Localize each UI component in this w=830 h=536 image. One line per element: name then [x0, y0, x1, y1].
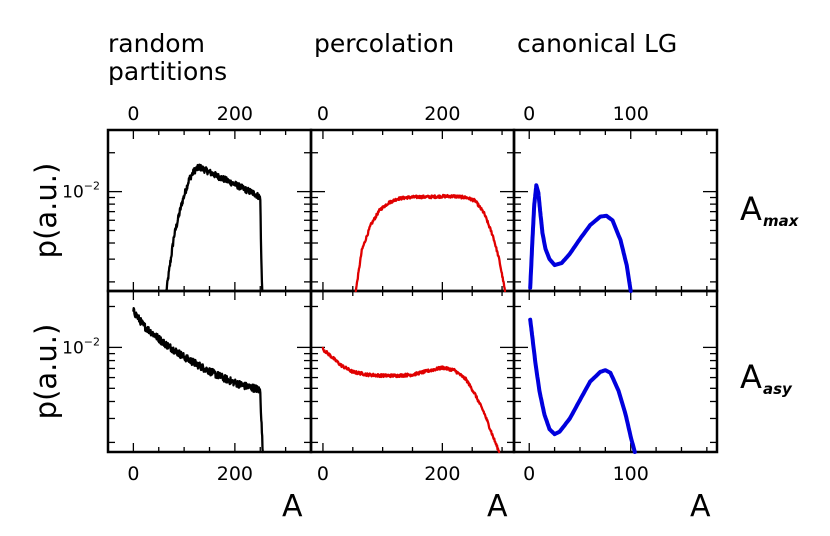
x-tick-label-top: 0: [523, 103, 535, 125]
x-tick-label-top: 0: [317, 103, 329, 125]
x-axis-label: A: [487, 489, 508, 524]
row-label-aasy: A: [740, 358, 762, 396]
x-axis-label: A: [282, 489, 303, 524]
series-aasy-random: [132, 306, 264, 454]
row-label-sub-aasy: asy: [763, 380, 793, 398]
series-amax-lg: [528, 183, 633, 293]
series-amax-random: [165, 163, 264, 293]
y-tick-label: 10−2: [62, 180, 100, 203]
axis-ticks: [107, 129, 717, 452]
y-axis-label: p(a.u.): [29, 324, 63, 420]
x-tick-label-bottom: 0: [317, 463, 329, 485]
row-label-sub-amax: max: [763, 212, 800, 230]
panel-frame-aasy-lg: [512, 289, 719, 454]
series-aasy-percolation: [321, 346, 501, 454]
series-amax-percolation: [354, 193, 507, 293]
x-axis-label: A: [690, 489, 711, 524]
x-tick-label-bottom: 100: [613, 463, 649, 485]
x-tick-label-bottom: 0: [523, 463, 535, 485]
data-series: [132, 163, 637, 454]
x-tick-label-top: 100: [613, 103, 649, 125]
column-title-percolation: percolation: [314, 29, 454, 58]
x-tick-label-bottom: 200: [424, 463, 460, 485]
column-title-random: partitions: [108, 57, 227, 86]
x-tick-label-top: 0: [127, 103, 139, 125]
y-axis-label: p(a.u.): [29, 163, 63, 259]
x-tick-label-top: 200: [217, 103, 253, 125]
row-label-amax: A: [740, 190, 762, 228]
series-aasy-lg: [528, 317, 637, 454]
x-tick-label-bottom: 0: [127, 463, 139, 485]
x-tick-label-top: 200: [424, 103, 460, 125]
column-title-random: random: [108, 29, 205, 58]
column-title-lg: canonical LG: [517, 29, 677, 58]
y-tick-label: 10−2: [62, 335, 100, 358]
x-tick-label-bottom: 200: [217, 463, 253, 485]
chart-labels: 0 0 200 200 0 0 200 200 0 0 100 100 10−2 10−2 randompa…: [29, 29, 800, 524]
